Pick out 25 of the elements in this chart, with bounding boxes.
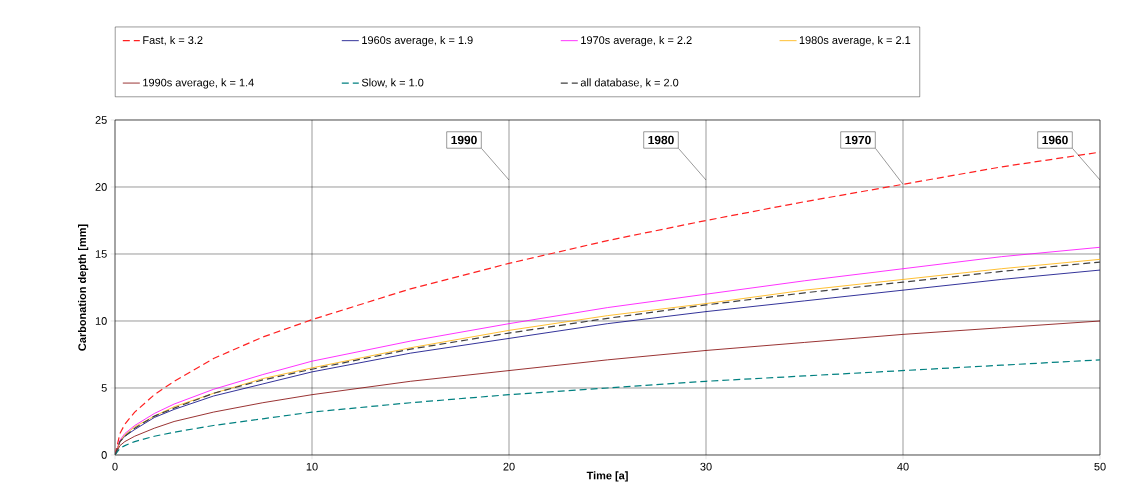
x-tick-label: 30	[700, 462, 712, 471]
y-axis-title: Carbonation depth [mm]	[77, 224, 89, 351]
x-axis-title: Time [a]	[586, 471, 628, 482]
legend-label: all database, k = 2.0	[580, 78, 679, 88]
legend-label: Slow, k = 1.0	[361, 78, 424, 88]
y-tick-label: 5	[101, 384, 107, 392]
annotation: 1960	[1042, 135, 1068, 145]
x-tick-label: 10	[306, 462, 318, 471]
x-tick-label: 40	[897, 462, 909, 471]
legend-label: 1970s average, k = 2.2	[581, 35, 692, 47]
y-tick-label: 25	[95, 116, 107, 124]
y-tick-label: 15	[95, 250, 107, 258]
y-tick-label: 20	[95, 183, 107, 191]
legend-label: Fast, k = 3.2	[143, 35, 203, 46]
annotation: 1970	[845, 135, 871, 145]
legend-label: 1960s average, k = 1.9	[362, 35, 473, 47]
x-tick-label: 50	[1094, 462, 1106, 471]
y-tick-label: 10	[95, 317, 107, 325]
annotation: 1980	[648, 135, 674, 145]
y-tick-label: 0	[101, 451, 107, 459]
legend-label: 1980s average, k = 2.1	[799, 35, 911, 47]
legend-label: 1990s average, k = 1.4	[143, 78, 254, 89]
x-tick-label: 0	[112, 462, 118, 471]
x-tick-label: 20	[503, 462, 515, 471]
annotation: 1990	[451, 135, 477, 145]
